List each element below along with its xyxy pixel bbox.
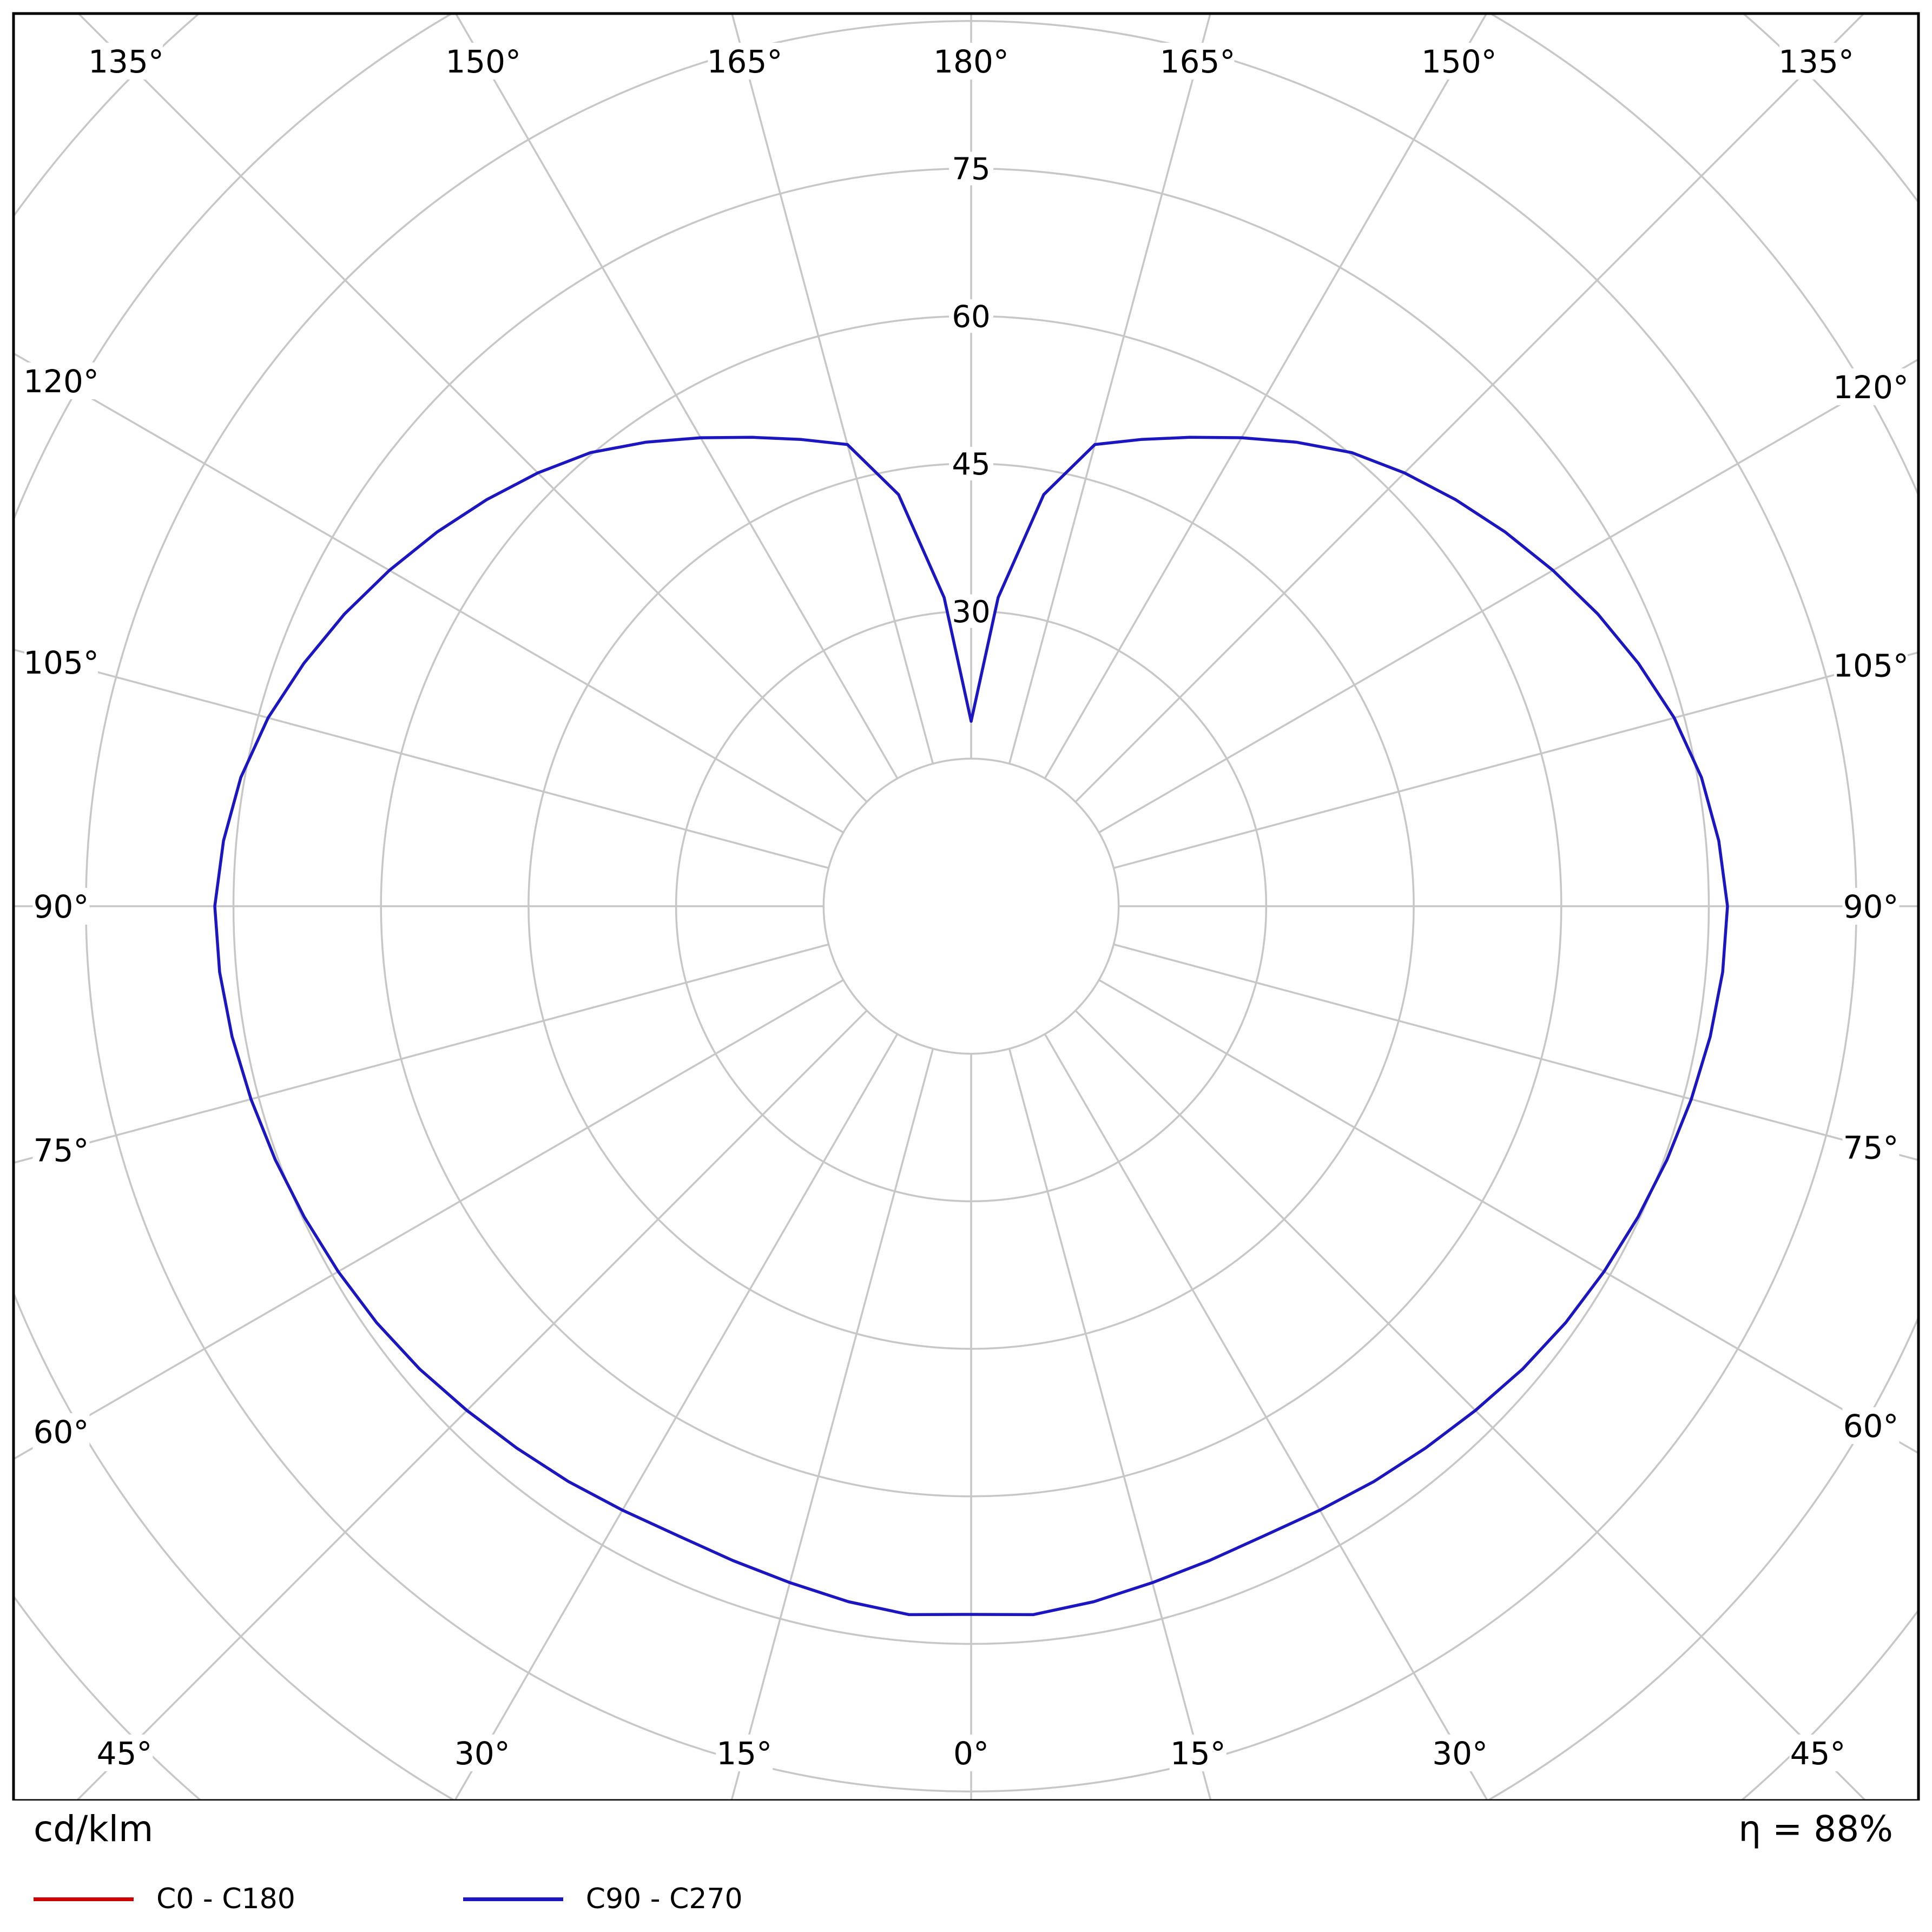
angle-label: 165° <box>1160 43 1236 80</box>
polar-grid-spoke <box>1113 651 1918 869</box>
legend-swatch-c90-c270 <box>463 1897 563 1901</box>
angle-label: 75° <box>34 1132 89 1169</box>
angle-label-bg <box>89 43 163 80</box>
radial-tick-label: 45 <box>952 447 990 482</box>
angle-label-bg <box>24 644 98 681</box>
angle-label: 0° <box>953 1735 989 1772</box>
angle-label: 45° <box>1790 1735 1846 1772</box>
legend-label-c90-c270: C90 - C270 <box>585 1883 743 1915</box>
polar-grid-spoke <box>1113 943 1918 1161</box>
angle-label: 135° <box>1778 43 1854 80</box>
angle-label-bg <box>24 362 98 399</box>
angle-label-bg <box>708 43 782 80</box>
radial-tick-label-bg <box>949 299 993 333</box>
polar-grid-spoke <box>14 352 844 834</box>
angle-label: 90° <box>34 888 89 925</box>
radial-tick-label: 30 <box>952 595 990 630</box>
angle-label: 45° <box>97 1735 153 1772</box>
chart-footer: cd/klm η = 88% C0 - C180 C90 - C270 <box>0 1801 1932 1932</box>
radial-tick-label: 75 <box>952 152 990 187</box>
angle-label: 60° <box>34 1414 89 1450</box>
angle-label: 30° <box>1432 1735 1488 1772</box>
polar-grid-spoke <box>453 1033 899 1801</box>
angle-label: 15° <box>1170 1735 1226 1772</box>
angle-label-bg <box>951 1735 991 1771</box>
angle-label: 105° <box>1833 647 1909 684</box>
angle-label: 60° <box>1843 1408 1899 1445</box>
angle-label-bg <box>1842 1407 1900 1445</box>
polar-grid-spoke <box>1098 979 1918 1454</box>
angle-label: 30° <box>454 1735 510 1772</box>
axis-labels: 0° 15° 15° 30° 30° 45° 45° 60° 60° 75° 75° 90° 90° 10… <box>23 43 1909 1772</box>
legend-label-c0-c180: C0 - C180 <box>156 1883 295 1915</box>
polar-grid-spoke <box>14 648 829 869</box>
polar-grid-spoke <box>730 1048 934 1801</box>
angle-label: 120° <box>23 363 99 400</box>
angle-label-bg <box>1834 647 1908 684</box>
c90-c270-curve <box>213 436 1729 1617</box>
angle-label: 90° <box>1843 888 1899 925</box>
angle-label: 150° <box>1421 43 1497 80</box>
radial-tick-label-bg <box>949 151 993 186</box>
polar-grid-spoke <box>1074 14 1865 803</box>
angle-label: 15° <box>716 1735 772 1772</box>
radial-tick-label-bg <box>949 594 993 628</box>
angle-label-bg <box>1779 43 1853 80</box>
polar-grid-spoke <box>14 979 844 1460</box>
angle-label-bg <box>1842 888 1900 925</box>
legend: C0 - C180 C90 - C270 <box>34 1883 743 1915</box>
angle-label: 120° <box>1833 369 1909 406</box>
polar-grid-spoke <box>1008 14 1211 764</box>
angle-label: 165° <box>707 43 783 80</box>
angle-label: 150° <box>445 43 521 80</box>
angle-label-bg <box>1160 43 1235 80</box>
efficiency-label: η = 88% <box>1738 1808 1893 1850</box>
angle-label: 105° <box>23 644 99 681</box>
angle-label-bg <box>32 888 90 925</box>
radial-tick-label: 60 <box>952 299 990 334</box>
angle-label-bg <box>96 1735 153 1771</box>
angle-label-bg <box>453 1735 511 1771</box>
polar-grid-spoke <box>454 14 899 779</box>
angle-label: 135° <box>88 43 164 80</box>
polar-grid-spoke <box>1044 1033 1489 1801</box>
angle-label-bg <box>716 1735 773 1771</box>
angle-label-bg <box>1789 1735 1847 1771</box>
polar-grid-spoke <box>14 943 829 1164</box>
angle-label-bg <box>32 1131 90 1169</box>
polar-grid-spoke <box>1098 358 1918 834</box>
angle-label-bg <box>1432 1735 1489 1771</box>
angle-label-bg <box>1834 368 1908 405</box>
angle-label: 180° <box>933 43 1009 80</box>
polar-grid-spoke <box>1008 1048 1212 1801</box>
angle-label: 75° <box>1843 1129 1899 1166</box>
legend-swatch-c0-c180 <box>34 1897 134 1901</box>
radial-tick-label-bg <box>949 446 993 480</box>
angle-label-bg <box>446 43 520 80</box>
angle-label-bg <box>32 1413 90 1450</box>
polar-grid-spoke <box>1044 14 1488 779</box>
angle-label-bg <box>1842 1129 1900 1166</box>
polar-grid-ring <box>822 757 1120 1055</box>
polar-grid-spoke <box>731 14 934 764</box>
angle-label-bg <box>1422 43 1496 80</box>
units-label: cd/klm <box>34 1808 154 1850</box>
angle-label-bg <box>1169 1735 1227 1771</box>
angle-label-bg <box>934 43 1008 80</box>
